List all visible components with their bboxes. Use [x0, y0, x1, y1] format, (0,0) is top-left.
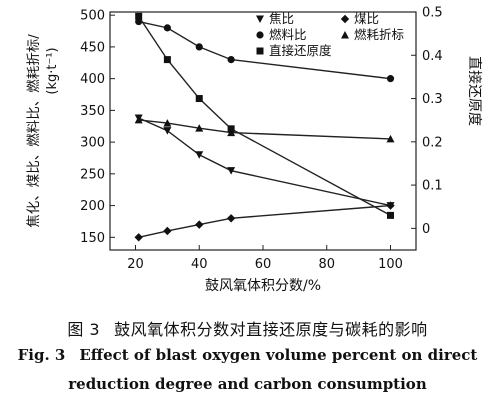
- y-left-tick-label: 350: [80, 104, 105, 119]
- data-point: [163, 24, 171, 32]
- legend-label: 煤比: [354, 11, 379, 26]
- legend-item: 焦比: [256, 11, 294, 26]
- data-point: [195, 124, 204, 132]
- data-point: [386, 201, 395, 210]
- y-right-tick-label: 0.1: [422, 179, 443, 194]
- x-tick-label: 40: [191, 257, 208, 272]
- y-left-tick-label: 300: [80, 136, 105, 151]
- y-left-axis-unit: (kg·t⁻¹): [45, 47, 60, 94]
- legend-marker: [256, 31, 264, 39]
- y-right-tick-label: 0.5: [422, 6, 443, 21]
- axes-layer: 20 40 60 80 100 150 200 250 300 350 400 450 500 0 0.1 0…: [25, 6, 483, 295]
- data-point: [195, 220, 204, 229]
- data-point: [195, 95, 203, 103]
- series-layer: [134, 12, 395, 242]
- data-point: [227, 125, 235, 133]
- legend-marker: [256, 47, 264, 55]
- legend-item: 燃耗折标: [341, 27, 404, 42]
- data-point: [386, 75, 395, 83]
- legend-label: 焦比: [269, 11, 294, 26]
- x-tick-label: 80: [318, 257, 335, 272]
- legend-label: 燃料比: [269, 27, 307, 42]
- x-axis-label: 鼓风氧体积分数/%: [205, 278, 321, 294]
- figure-label-cn: 图 3: [67, 320, 101, 339]
- data-point: [386, 134, 395, 143]
- legend-item: 煤比: [340, 11, 379, 26]
- series-line: [138, 204, 391, 238]
- y-left-tick-label: 450: [80, 40, 105, 55]
- x-tick-label: 60: [255, 257, 272, 272]
- legend-label: 燃耗折标: [354, 27, 404, 42]
- y-right-tick-label: 0.4: [422, 49, 443, 64]
- data-point: [163, 226, 172, 236]
- data-point: [135, 12, 143, 20]
- x-tick-label: 100: [378, 257, 403, 272]
- x-tick-label: 20: [127, 257, 144, 272]
- data-point: [134, 115, 143, 124]
- y-left-tick-label: 250: [80, 167, 105, 182]
- y-left-tick-label: 400: [80, 72, 105, 87]
- y-left-axis-label: 焦化、煤比、燃料比、燃耗折标/: [25, 34, 42, 228]
- legend-label: 直接还原度: [269, 43, 332, 58]
- legend-item: 直接还原度: [256, 43, 332, 58]
- series-line: [138, 119, 391, 140]
- data-point: [163, 119, 172, 127]
- y-left-tick-label: 500: [80, 9, 105, 24]
- y-right-axis-label: 直接还原度: [466, 56, 483, 126]
- y-left-tick-label: 150: [80, 231, 105, 246]
- series-1: [134, 114, 395, 210]
- figure-title-cn: 鼓风氧体积分数对直接还原度与碳耗的影响: [114, 320, 428, 339]
- data-point: [163, 127, 172, 135]
- figure-caption-en-line2: reduction degree and carbon consumption: [68, 375, 427, 393]
- data-point: [227, 167, 236, 175]
- data-point: [195, 43, 203, 51]
- y-right-tick-label: 0.3: [422, 92, 443, 107]
- data-point: [134, 233, 143, 242]
- data-point: [226, 214, 236, 223]
- y-right-tick-label: 0.2: [422, 135, 443, 150]
- chart: 20 40 60 80 100 150 200 250 300 350 400 450 500 0 0.1 0…: [25, 6, 483, 295]
- data-point: [227, 128, 236, 137]
- figure-caption-en-line1: Fig. 3 Effect of blast oxygen volume perc…: [0, 346, 495, 364]
- data-point: [387, 211, 394, 219]
- y-right-tick-label: 0: [422, 222, 430, 237]
- data-point: [163, 56, 171, 64]
- data-point: [195, 151, 204, 159]
- figure-title-en-line1: Effect of blast oxygen volume percent on…: [79, 346, 478, 364]
- figure-label-en: Fig. 3: [17, 346, 66, 364]
- legend-item: 燃料比: [256, 27, 307, 42]
- series-2: [134, 201, 395, 242]
- figure-caption-cn: 图 3 鼓风氧体积分数对直接还原度与碳耗的影响: [0, 316, 495, 340]
- legend-marker: [340, 14, 350, 24]
- legend-marker: [341, 31, 349, 39]
- series-4: [134, 115, 395, 143]
- data-point: [227, 56, 235, 64]
- series-line: [138, 15, 391, 216]
- legend-marker: [256, 15, 264, 23]
- series-5: [135, 12, 394, 219]
- series-line: [138, 117, 391, 207]
- y-left-tick-label: 200: [80, 199, 105, 214]
